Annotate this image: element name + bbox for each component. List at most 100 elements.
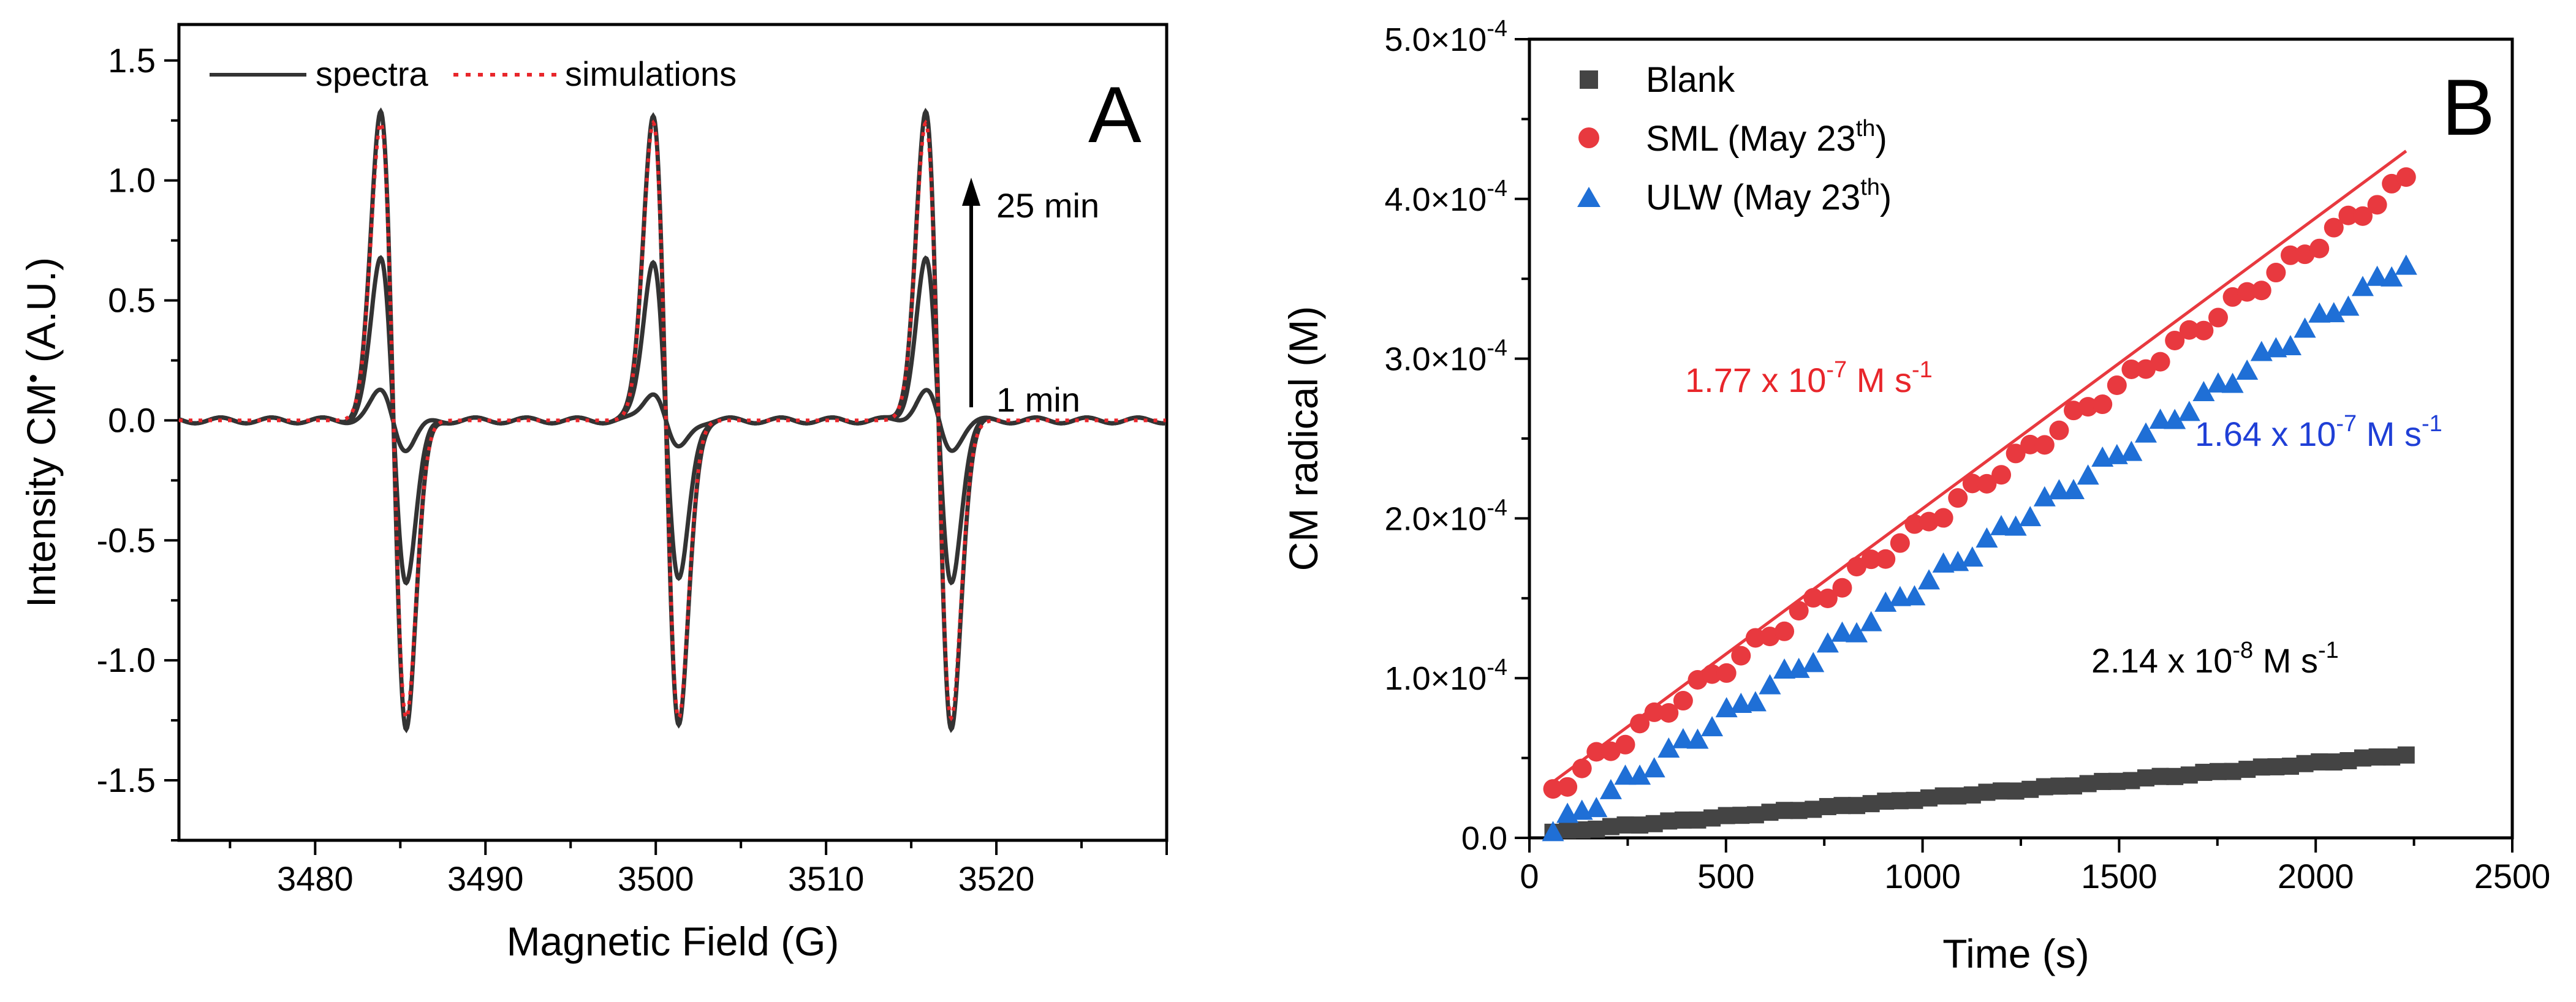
sml-point [1702,664,1722,684]
ulw-point [2063,479,2085,500]
blank-point [1761,804,1779,821]
sml-point [2208,307,2228,328]
y-tick-label: 0.0 [108,401,156,439]
blank-point [2094,772,2112,790]
sml-point [2324,217,2344,238]
sml-point [1615,734,1635,755]
sml-point [1817,589,1838,609]
blank-point [1963,786,1981,804]
ulw-point [2337,295,2360,316]
blank-point [1631,816,1649,834]
x-tick-label: 0 [1520,857,1539,895]
x-tick-label: 3510 [788,859,865,898]
sml-point [1991,465,2012,485]
sml-point [2006,443,2026,464]
blank-point [1616,816,1634,834]
ulw-point [2294,317,2316,338]
y-tick-label: 5.0×10-4 [1385,16,1507,58]
sml-point [2107,375,2127,396]
ulw-point [1657,737,1680,758]
time-arrow [962,178,980,407]
y-tick-label: 2.0×10-4 [1385,495,1507,537]
blank-point [2123,772,2140,789]
blank-point [1877,793,1895,810]
sml-point [1716,663,1737,683]
y-tick-label: -1.5 [97,761,156,799]
blank-point [2195,764,2213,782]
blank-point [2021,780,2039,798]
blank-point [2339,752,2357,769]
sml-point [2352,206,2373,226]
sml-point [1890,533,1910,553]
sml-point [1745,628,1765,648]
x-tick-label: 3480 [277,859,354,898]
ulw-point [1903,585,1926,606]
sml-point [2396,167,2416,187]
ulw-point [1787,657,1810,678]
legend-simulations-label: simulations [565,55,737,93]
blank-point [1645,815,1663,832]
sml-point [2093,394,2113,415]
blank-point [1689,811,1707,829]
ulw-point [2019,506,2042,527]
ulw-point [2236,359,2259,380]
sml-point [2136,359,2156,379]
sml-point [1962,473,1982,494]
blank-point [2311,753,2328,770]
blank-point [2238,761,2256,778]
blank-point [2281,757,2299,775]
x-tick-label: 3490 [447,859,524,898]
x-tick-label: 2000 [2278,857,2354,895]
sml-point [2078,397,2098,417]
legend-sml-label: SML (May 23th) [1646,116,1887,159]
blank-point [2036,778,2053,796]
ulw-point [1918,569,1941,590]
blank-point [1920,789,1938,807]
sml-point [1572,758,1592,778]
blank-point [1718,807,1735,824]
sml-point [1803,588,1824,608]
x-tick-label: 500 [1697,857,1754,895]
x-tick-label: 1000 [1884,857,1961,895]
panel-a-curves [178,107,1166,734]
sml-point [2165,330,2185,350]
annotation-1-min: 1 min [996,380,1080,419]
ulw-point [1629,764,1651,785]
sml-point [1586,742,1607,762]
ulw-point [2207,372,2229,393]
ulw-point [2120,440,2143,461]
ulw-point [2164,409,2186,429]
sml-point [1543,779,1563,799]
legend-blank-label: Blank [1646,60,1735,100]
blank-point [2050,777,2068,795]
rate-label-ulw: 1.64 x 10-7 M s-1 [2195,411,2442,453]
ulw-point [2178,401,2200,421]
blank-point [1703,809,1721,827]
legend-spectra-label: spectra [316,55,428,93]
blank-point [2166,767,2184,785]
blank-point [1805,800,1822,818]
y-tick-label: 1.5 [108,41,156,80]
y-tick-label: 1.0 [108,161,156,200]
rate-label-sml: 1.77 x 10-7 M s-1 [1685,357,1933,399]
y-tick-label: 1.0×10-4 [1385,655,1507,697]
panel-a-x-label: Magnetic Field (G) [507,919,839,964]
blank-point [1746,806,1764,824]
blank-point [2354,749,2371,767]
ulw-point [2351,276,2374,296]
blank-point [1660,812,1678,830]
blank-point [1949,787,1967,805]
blank-point [1559,821,1577,839]
blank-point [2224,763,2241,780]
ulw-point [1643,757,1665,778]
annotation-25-min: 25 min [996,186,1099,225]
sml-point [2280,245,2300,265]
blank-point [1674,811,1692,829]
ulw-point [1773,658,1796,679]
x-tick-label: 2500 [2474,857,2551,895]
sml-point [1904,514,1925,534]
y-tick-label: -0.5 [97,521,156,559]
panel-a-y-label: Intensity CM• (A.U.) [18,257,64,608]
sml-point [1977,473,1997,494]
blank-point [1602,818,1619,835]
